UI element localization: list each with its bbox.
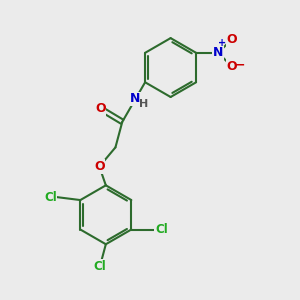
Text: −: − xyxy=(234,58,245,71)
Text: Cl: Cl xyxy=(44,190,57,204)
Text: +: + xyxy=(218,38,226,48)
Text: H: H xyxy=(139,99,148,109)
Text: O: O xyxy=(226,33,237,46)
Text: Cl: Cl xyxy=(94,260,106,273)
Text: O: O xyxy=(95,102,106,115)
Text: O: O xyxy=(94,160,105,173)
Text: O: O xyxy=(226,60,237,73)
Text: N: N xyxy=(130,92,141,105)
Text: Cl: Cl xyxy=(155,223,168,236)
Text: N: N xyxy=(213,46,224,59)
